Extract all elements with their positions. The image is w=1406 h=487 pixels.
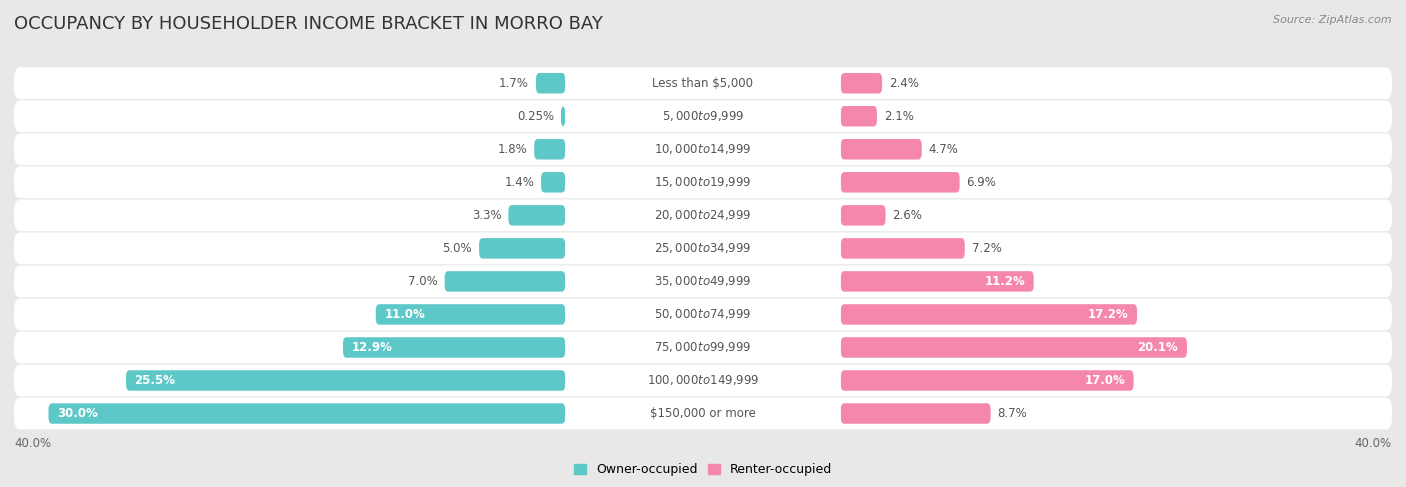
FancyBboxPatch shape [127, 370, 565, 391]
FancyBboxPatch shape [565, 370, 841, 391]
Text: 40.0%: 40.0% [1355, 437, 1392, 450]
Text: 25.5%: 25.5% [135, 374, 176, 387]
FancyBboxPatch shape [14, 133, 1392, 165]
Text: OCCUPANCY BY HOUSEHOLDER INCOME BRACKET IN MORRO BAY: OCCUPANCY BY HOUSEHOLDER INCOME BRACKET … [14, 15, 603, 33]
FancyBboxPatch shape [541, 172, 565, 192]
FancyBboxPatch shape [841, 337, 1187, 358]
Text: $5,000 to $9,999: $5,000 to $9,999 [662, 109, 744, 123]
Text: Less than $5,000: Less than $5,000 [652, 77, 754, 90]
FancyBboxPatch shape [841, 304, 1137, 325]
FancyBboxPatch shape [509, 205, 565, 225]
Text: 1.8%: 1.8% [498, 143, 527, 156]
FancyBboxPatch shape [14, 200, 1392, 231]
Text: 3.3%: 3.3% [472, 209, 502, 222]
Text: 7.2%: 7.2% [972, 242, 1001, 255]
Text: 2.1%: 2.1% [884, 110, 914, 123]
FancyBboxPatch shape [14, 398, 1392, 430]
Text: 1.4%: 1.4% [505, 176, 534, 189]
Text: 17.0%: 17.0% [1084, 374, 1125, 387]
FancyBboxPatch shape [565, 139, 841, 160]
FancyBboxPatch shape [534, 139, 565, 160]
FancyBboxPatch shape [479, 238, 565, 259]
FancyBboxPatch shape [536, 73, 565, 94]
Text: 17.2%: 17.2% [1088, 308, 1129, 321]
Text: 30.0%: 30.0% [58, 407, 98, 420]
Text: $20,000 to $24,999: $20,000 to $24,999 [654, 208, 752, 223]
FancyBboxPatch shape [565, 172, 841, 192]
Text: $35,000 to $49,999: $35,000 to $49,999 [654, 274, 752, 288]
FancyBboxPatch shape [14, 167, 1392, 198]
Text: $75,000 to $99,999: $75,000 to $99,999 [654, 340, 752, 355]
FancyBboxPatch shape [841, 106, 877, 127]
FancyBboxPatch shape [565, 304, 841, 325]
Text: 11.2%: 11.2% [984, 275, 1025, 288]
Text: 12.9%: 12.9% [352, 341, 392, 354]
Text: $10,000 to $14,999: $10,000 to $14,999 [654, 142, 752, 156]
FancyBboxPatch shape [841, 139, 922, 160]
Text: 4.7%: 4.7% [928, 143, 959, 156]
FancyBboxPatch shape [841, 271, 1033, 292]
Legend: Owner-occupied, Renter-occupied: Owner-occupied, Renter-occupied [568, 458, 838, 482]
FancyBboxPatch shape [14, 232, 1392, 264]
Text: $50,000 to $74,999: $50,000 to $74,999 [654, 307, 752, 321]
FancyBboxPatch shape [841, 238, 965, 259]
FancyBboxPatch shape [565, 403, 841, 424]
Text: 40.0%: 40.0% [14, 437, 51, 450]
FancyBboxPatch shape [841, 73, 882, 94]
Text: $150,000 or more: $150,000 or more [650, 407, 756, 420]
FancyBboxPatch shape [841, 172, 960, 192]
FancyBboxPatch shape [375, 304, 565, 325]
FancyBboxPatch shape [14, 365, 1392, 396]
Text: 8.7%: 8.7% [997, 407, 1028, 420]
Text: 7.0%: 7.0% [408, 275, 437, 288]
FancyBboxPatch shape [14, 332, 1392, 363]
FancyBboxPatch shape [565, 337, 841, 358]
Text: 2.4%: 2.4% [889, 77, 920, 90]
FancyBboxPatch shape [841, 370, 1133, 391]
Text: $25,000 to $34,999: $25,000 to $34,999 [654, 242, 752, 255]
Text: Source: ZipAtlas.com: Source: ZipAtlas.com [1274, 15, 1392, 25]
FancyBboxPatch shape [48, 403, 565, 424]
FancyBboxPatch shape [841, 205, 886, 225]
FancyBboxPatch shape [14, 299, 1392, 330]
FancyBboxPatch shape [343, 337, 565, 358]
Text: 2.6%: 2.6% [893, 209, 922, 222]
Text: $100,000 to $149,999: $100,000 to $149,999 [647, 374, 759, 388]
FancyBboxPatch shape [561, 106, 565, 127]
FancyBboxPatch shape [14, 265, 1392, 297]
FancyBboxPatch shape [565, 73, 841, 94]
FancyBboxPatch shape [565, 238, 841, 259]
Text: 0.25%: 0.25% [517, 110, 554, 123]
Text: 5.0%: 5.0% [443, 242, 472, 255]
Text: 11.0%: 11.0% [384, 308, 425, 321]
FancyBboxPatch shape [565, 271, 841, 292]
FancyBboxPatch shape [14, 67, 1392, 99]
Text: $15,000 to $19,999: $15,000 to $19,999 [654, 175, 752, 189]
Text: 6.9%: 6.9% [966, 176, 997, 189]
FancyBboxPatch shape [565, 205, 841, 225]
FancyBboxPatch shape [14, 100, 1392, 132]
FancyBboxPatch shape [841, 403, 991, 424]
FancyBboxPatch shape [565, 106, 841, 127]
FancyBboxPatch shape [444, 271, 565, 292]
Text: 1.7%: 1.7% [499, 77, 529, 90]
Text: 20.1%: 20.1% [1137, 341, 1178, 354]
